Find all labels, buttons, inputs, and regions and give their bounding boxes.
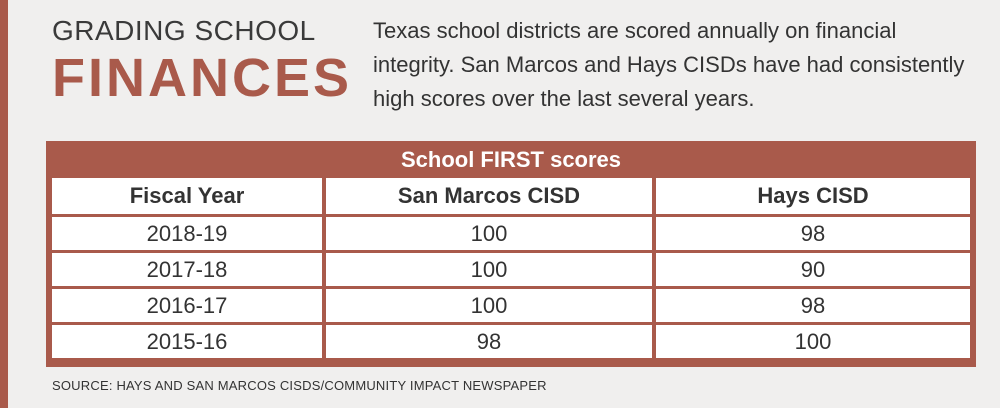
kicker: GRADING SCHOOL bbox=[52, 15, 316, 46]
table-title: School FIRST scores bbox=[400, 147, 622, 172]
cell-fiscal-year: 2016-17 bbox=[52, 289, 322, 322]
column-header-hays: Hays CISD bbox=[652, 178, 970, 214]
cell-hays-score: 100 bbox=[652, 325, 970, 358]
cell-hays-score: 98 bbox=[652, 289, 970, 322]
cell-fiscal-year: 2017-18 bbox=[52, 253, 322, 286]
scores-table-panel: School FIRST scores Fiscal Year San Marc… bbox=[46, 141, 976, 367]
table-row: 2016-17 100 98 bbox=[52, 289, 970, 322]
column-header-san-marcos: San Marcos CISD bbox=[322, 178, 652, 214]
cell-san-marcos-score: 100 bbox=[322, 253, 652, 286]
cell-hays-score: 98 bbox=[652, 217, 970, 250]
cell-san-marcos-score: 100 bbox=[322, 289, 652, 322]
intro-text: Texas school districts are scored annual… bbox=[373, 18, 965, 111]
table-row: 2018-19 100 98 bbox=[52, 217, 970, 250]
table-row: 2015-16 98 100 bbox=[52, 325, 970, 358]
cell-hays-score: 90 bbox=[652, 253, 970, 286]
column-header-fiscal-year: Fiscal Year bbox=[52, 178, 322, 214]
side-accent-bar bbox=[0, 0, 8, 408]
cell-fiscal-year: 2018-19 bbox=[52, 217, 322, 250]
cell-san-marcos-score: 100 bbox=[322, 217, 652, 250]
source-note: SOURCE: HAYS AND SAN MARCOS CISDS/COMMUN… bbox=[52, 378, 547, 393]
cell-san-marcos-score: 98 bbox=[322, 325, 652, 358]
header: GRADING SCHOOL FINANCES bbox=[52, 14, 352, 108]
headline: FINANCES bbox=[52, 48, 353, 108]
table-header-row: Fiscal Year San Marcos CISD Hays CISD bbox=[52, 178, 970, 214]
scores-table: Fiscal Year San Marcos CISD Hays CISD 20… bbox=[52, 175, 970, 361]
table-row: 2017-18 100 90 bbox=[52, 253, 970, 286]
cell-fiscal-year: 2015-16 bbox=[52, 325, 322, 358]
